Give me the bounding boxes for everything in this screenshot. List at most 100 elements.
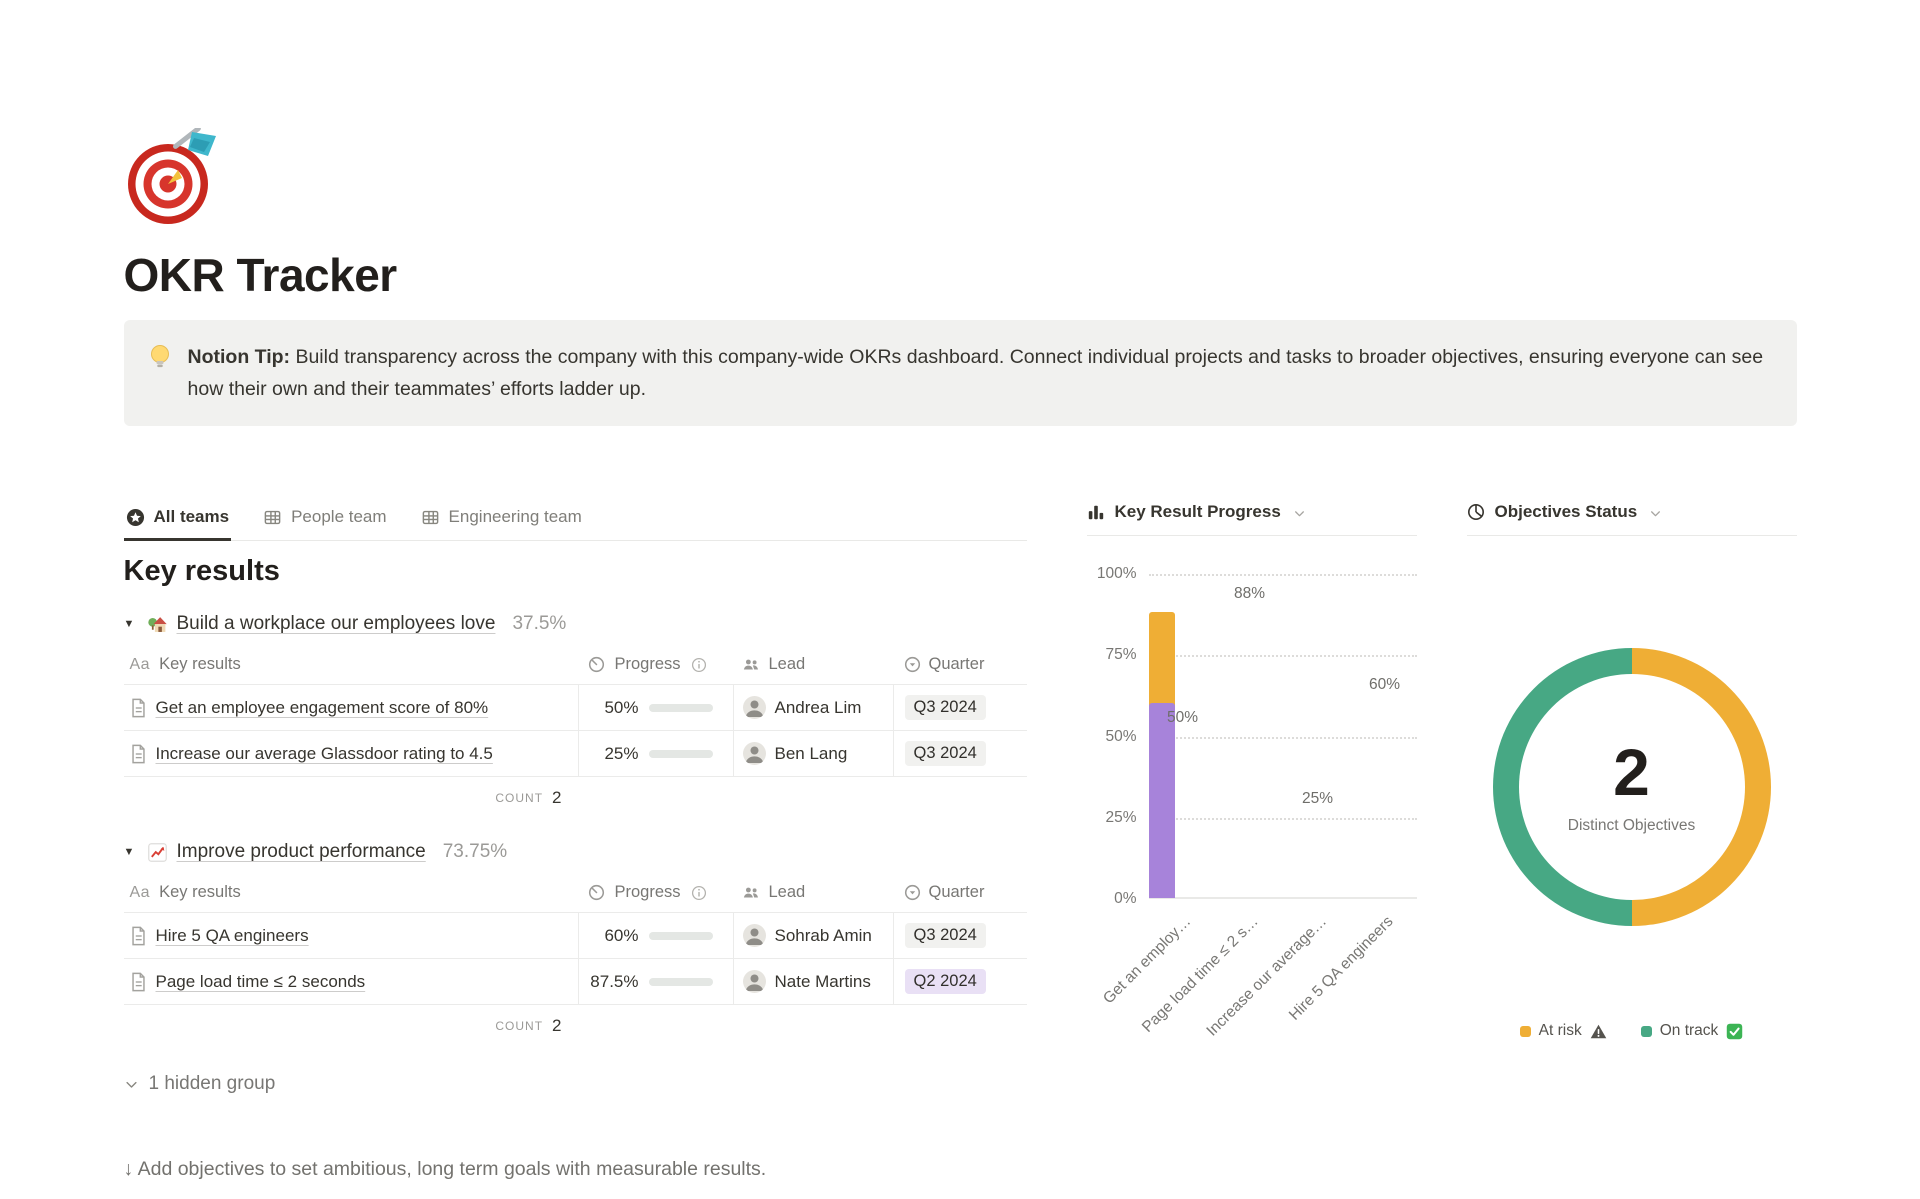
key-result-link[interactable]: Page load time ≤ 2 seconds xyxy=(155,971,366,991)
page-icon xyxy=(131,744,145,763)
donut-chart-header[interactable]: Objectives Status xyxy=(1466,502,1797,536)
key-result-link[interactable]: Get an employee engagement score of 80% xyxy=(155,697,489,717)
key-results-table-2: Aa Key results Progress xyxy=(123,873,1027,1047)
key-result-progress-chart: Key Result Progress 100% 75% 50% 25% 0% xyxy=(1086,502,1417,1071)
page-title: OKR Tracker xyxy=(123,249,398,301)
callout-lead: Notion Tip: xyxy=(187,346,291,368)
x-tick-label: Increase our average… xyxy=(1202,913,1330,1040)
group-header-workplace[interactable]: ▼ Build a workplace our employees love 3… xyxy=(124,613,1027,635)
page-icon xyxy=(131,972,145,991)
view-tabs: All teams People team xyxy=(123,502,1027,541)
cell-name[interactable]: Hire 5 QA engineers xyxy=(124,926,578,946)
gauge-icon xyxy=(588,884,604,901)
cell-quarter[interactable]: Q3 2024 xyxy=(892,731,1027,776)
quarter-badge: Q3 2024 xyxy=(904,923,986,948)
tab-label: People team xyxy=(291,507,387,526)
table-row[interactable]: Get an employee engagement score of 80% … xyxy=(123,685,1027,731)
donut-center: 2 Distinct Objectives xyxy=(1518,674,1745,900)
gauge-icon xyxy=(588,656,604,673)
warning-icon xyxy=(1590,1024,1607,1038)
page-icon xyxy=(131,926,145,945)
table-row[interactable]: Increase our average Glassdoor rating to… xyxy=(123,731,1027,777)
column-header-quarter[interactable]: Quarter xyxy=(893,873,1027,912)
column-header-progress[interactable]: Progress xyxy=(578,645,733,684)
donut-legend: At risk On track xyxy=(1467,1022,1797,1040)
cell-name[interactable]: Get an employee engagement score of 80% xyxy=(124,698,578,718)
callout-text: Notion Tip: Build transparency across th… xyxy=(188,341,1773,405)
x-axis-line xyxy=(1148,897,1417,899)
key-results-section: All teams People team xyxy=(123,502,1027,1095)
tab-people-team[interactable]: People team xyxy=(261,502,388,540)
table-icon xyxy=(422,510,438,524)
legend-item-on-track[interactable]: On track xyxy=(1640,1022,1744,1040)
column-header-progress[interactable]: Progress xyxy=(578,873,733,912)
gridline xyxy=(1148,818,1417,820)
key-result-link[interactable]: Hire 5 QA engineers xyxy=(155,925,309,945)
x-axis-labels: Get an employ… Page load time ≤ 2 s… Inc… xyxy=(1100,899,1417,1071)
progress-bar xyxy=(648,977,713,986)
avatar xyxy=(742,696,766,719)
avatar xyxy=(742,742,766,765)
info-icon[interactable] xyxy=(691,657,707,673)
gridline xyxy=(1148,574,1417,576)
column-header-name[interactable]: Aa Key results xyxy=(129,883,241,901)
objectives-donut: 2 Distinct Objectives xyxy=(1492,648,1771,926)
cell-progress[interactable]: 60% xyxy=(577,913,733,958)
column-header-quarter[interactable]: Quarter xyxy=(893,645,1027,684)
cell-lead[interactable]: Nate Martins xyxy=(732,959,893,1004)
key-result-link[interactable]: Increase our average Glassdoor rating to… xyxy=(155,743,493,763)
progress-bar xyxy=(648,749,713,758)
gridline xyxy=(1148,655,1417,657)
group-title[interactable]: Improve product performance xyxy=(176,841,426,862)
distinct-objectives-label: Distinct Objectives xyxy=(1567,817,1696,834)
tab-all-teams[interactable]: All teams xyxy=(123,502,232,541)
gridline xyxy=(1148,737,1417,739)
cell-quarter[interactable]: Q3 2024 xyxy=(892,913,1027,958)
cell-quarter[interactable]: Q3 2024 xyxy=(892,685,1027,730)
pie-chart-icon xyxy=(1467,503,1484,521)
chart-increasing-emoji xyxy=(147,842,167,862)
info-icon[interactable] xyxy=(691,885,707,901)
bar-value-label: 25% xyxy=(1301,789,1334,807)
tab-engineering-team[interactable]: Engineering team xyxy=(419,502,584,540)
select-circle-icon xyxy=(904,884,920,901)
text-property-icon: Aa xyxy=(129,883,151,901)
group-toggle-icon[interactable]: ▼ xyxy=(123,618,135,630)
count-aggregate[interactable]: COUNT 2 xyxy=(495,788,562,807)
y-tick-label: 100% xyxy=(1096,565,1137,582)
people-icon xyxy=(743,887,758,897)
on-track-swatch xyxy=(1640,1025,1652,1037)
hidden-group-toggle[interactable]: 1 hidden group xyxy=(124,1073,1027,1095)
table-row[interactable]: Hire 5 QA engineers 60% Sohrab Amin Q3 2… xyxy=(123,913,1027,959)
chevron-down-icon xyxy=(1294,511,1304,517)
column-header-name[interactable]: Aa Key results xyxy=(129,655,241,673)
group-header-product[interactable]: ▼ Improve product performance 73.75% xyxy=(124,841,1027,863)
y-tick-label: 25% xyxy=(1105,809,1137,826)
cell-name[interactable]: Page load time ≤ 2 seconds xyxy=(124,972,578,992)
cell-lead[interactable]: Sohrab Amin xyxy=(732,913,893,958)
cell-progress[interactable]: 25% xyxy=(577,731,733,776)
cell-progress[interactable]: 87.5% xyxy=(577,959,733,1004)
quarter-badge: Q3 2024 xyxy=(904,741,986,766)
cell-quarter[interactable]: Q2 2024 xyxy=(892,959,1027,1004)
text-property-icon: Aa xyxy=(129,655,151,673)
cell-progress[interactable]: 50% xyxy=(577,685,733,730)
legend-item-at-risk[interactable]: At risk xyxy=(1519,1022,1607,1040)
cell-name[interactable]: Increase our average Glassdoor rating to… xyxy=(124,744,578,764)
light-bulb-icon xyxy=(150,345,169,368)
avatar xyxy=(742,970,766,993)
cell-lead[interactable]: Andrea Lim xyxy=(732,685,893,730)
count-aggregate[interactable]: COUNT 2 xyxy=(495,1016,562,1035)
group-title[interactable]: Build a workplace our employees love xyxy=(176,613,496,634)
bar-chart-header[interactable]: Key Result Progress xyxy=(1086,502,1417,536)
y-tick-label: 50% xyxy=(1105,728,1137,745)
bar-chart-icon xyxy=(1088,505,1103,520)
column-header-lead[interactable]: Lead xyxy=(733,645,893,684)
group-toggle-icon[interactable]: ▼ xyxy=(123,846,135,858)
add-objectives-hint: ↓ Add objectives to set ambitious, long … xyxy=(123,1158,767,1180)
group-percent: 37.5% xyxy=(512,613,567,634)
bar-hire-qa-engineers xyxy=(1148,703,1175,898)
cell-lead[interactable]: Ben Lang xyxy=(732,731,893,776)
column-header-lead[interactable]: Lead xyxy=(733,873,893,912)
table-row[interactable]: Page load time ≤ 2 seconds 87.5% Nate Ma… xyxy=(123,959,1027,1005)
